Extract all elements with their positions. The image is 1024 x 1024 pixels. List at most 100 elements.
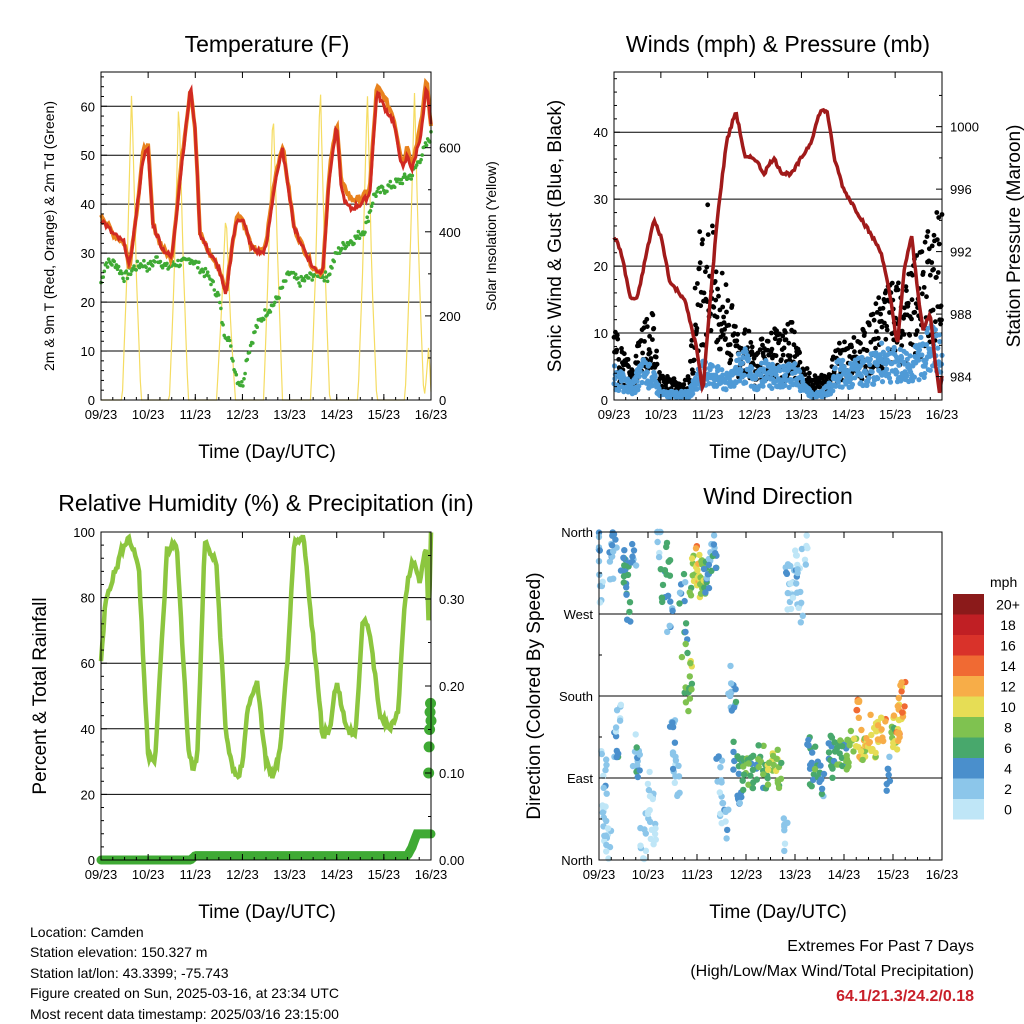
wind-direction-point [901,703,908,710]
humidity-xtick-label: 13/23 [273,867,306,882]
sonic-wind-point [904,373,910,379]
dewpoint-point [147,267,152,271]
dewpoint-point [245,357,250,362]
gust-point [920,269,926,275]
wind-direction-point [747,772,754,779]
dewpoint-point [297,281,301,285]
sonic-wind-point [644,369,650,375]
wind-direction-point [798,545,806,553]
sonic-wind-point [720,372,726,378]
gust-point [783,337,789,342]
gust-point [789,320,795,325]
wind-direction-point [755,763,762,771]
gust-point [837,340,842,346]
sonic-wind-point [907,353,913,359]
wind-direction-point [705,584,713,592]
gust-point [772,336,778,342]
wind-direction-point [846,742,853,749]
gust-point [644,316,650,322]
wind-direction-point [637,842,644,849]
gust-point [719,270,725,276]
temperature-xtick-label: 09/23 [85,407,118,422]
wind-direction-point [687,592,695,599]
wind-direction-xtick-label: 13/23 [779,867,812,882]
gust-point [804,366,810,371]
gust-point [884,323,890,329]
dewpoint-point [229,344,233,348]
wind-direction-point [634,773,641,781]
dewpoint-point [150,263,155,268]
winds-xtick-label: 14/23 [832,407,865,422]
gust-point [723,282,729,288]
wind-direction-point [664,628,671,636]
wind-direction-point [838,754,846,762]
gust-point [715,286,720,292]
gust-point [914,328,920,334]
humidity-ytick-label: 80 [81,591,95,606]
gust-point [863,364,868,369]
dewpoint-point [419,157,423,162]
wind-direction-point [726,692,734,699]
wind-direction-point [633,744,640,751]
dewpoint-point [105,265,110,269]
dewpoint-point [216,293,221,297]
wind-direction-point [666,622,673,629]
gust-point [713,297,719,303]
gust-point [633,353,639,359]
humidity-xlabel: Time (Day/UTC) [198,902,336,923]
wind-direction-point [672,757,680,764]
gust-point [746,328,752,334]
gust-point [909,297,915,303]
dewpoint-point [212,288,217,292]
humidity-ytick-label: 60 [81,656,95,671]
sonic-wind-point [887,379,894,385]
wind-direction-point [801,556,809,563]
gust-point [695,281,700,286]
solar-y2tick-label: 0 [439,393,446,408]
wind-direction-point [666,572,674,579]
sonic-wind-point [706,381,712,387]
winds-ylabel: Sonic Wind & Gust (Blue, Black) [545,100,566,372]
gust-point [910,272,915,278]
wind-direction-point [839,762,846,770]
gust-point [936,241,942,247]
gust-point [857,349,863,355]
colorbar-swatch [953,635,984,656]
sonic-wind-point [922,371,928,377]
wind-direction-point [613,747,620,755]
wind-direction-point [629,553,636,560]
sonic-wind-point [715,368,721,374]
dewpoint-point [375,189,379,194]
wind-direction-point [678,653,686,661]
gust-point [778,357,784,362]
wind-direction-point [603,790,610,797]
humidity-xtick-label: 09/23 [85,867,118,882]
gust-point [933,319,938,325]
wind-direction-point [682,579,689,586]
humidity-plot-frame [100,531,432,861]
gust-point [651,326,657,331]
temperature-gridlines [101,105,431,352]
dewpoint-point [370,201,375,206]
colorbar-swatch [953,614,984,635]
sonic-wind-point [866,375,872,381]
wind-direction-point [805,736,812,744]
wind-direction-point [710,532,718,539]
gust-point [864,348,870,353]
gust-point [698,303,704,309]
wind-direction-point [629,540,636,548]
winds-xtick-label: 15/23 [879,407,912,422]
sonic-wind-point [923,342,930,348]
sonic-wind-point [923,360,929,366]
wind-direction-point [883,787,890,794]
wind-direction-point [865,739,873,747]
wind-direction-point [596,599,603,606]
gust-point [883,336,889,342]
sonic-wind-point [647,361,653,367]
wind-direction-point [816,778,823,786]
sonic-wind-point [936,332,942,338]
gust-point [936,215,942,220]
wind-direction-xlabel: Time (Day/UTC) [709,902,847,923]
dewpoint-point [330,266,334,270]
sonic-wind-point [911,374,918,380]
